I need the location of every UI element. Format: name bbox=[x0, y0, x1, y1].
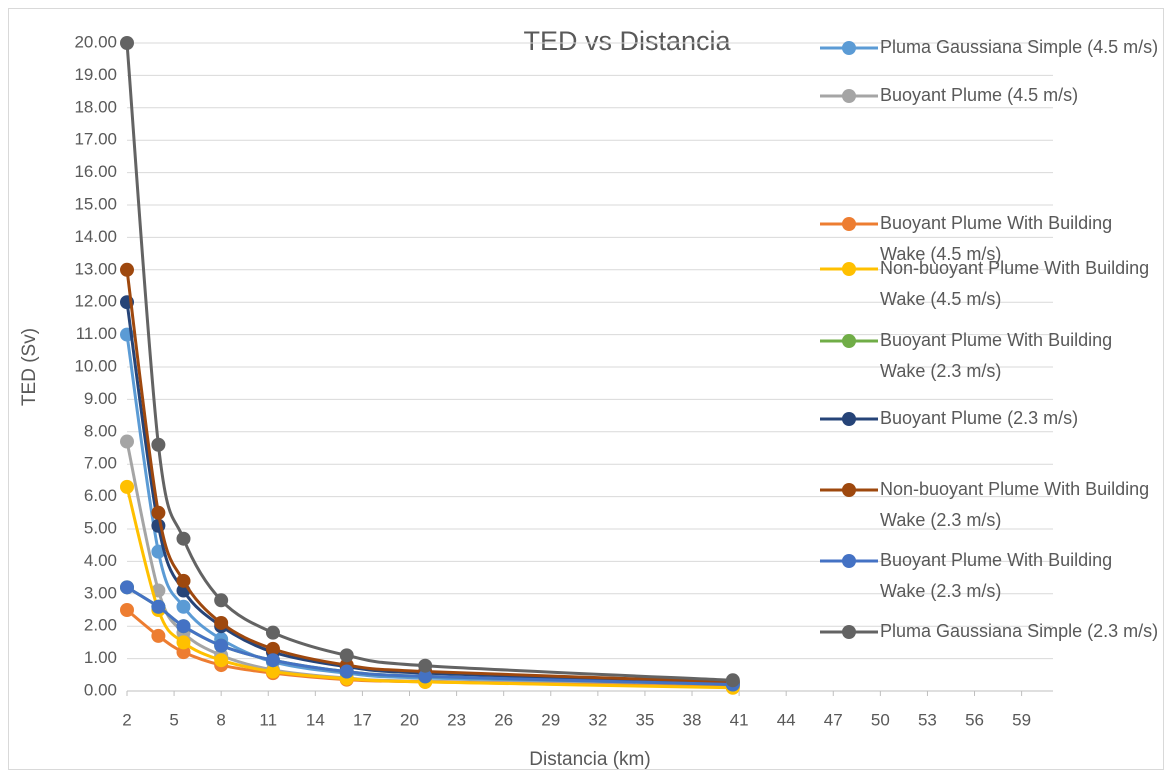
x-tick-label: 23 bbox=[447, 710, 466, 729]
x-tick-label: 35 bbox=[635, 710, 654, 729]
x-tick-label: 44 bbox=[777, 710, 796, 729]
x-tick-label: 56 bbox=[965, 710, 984, 729]
y-tick-label: 14.00 bbox=[74, 227, 117, 246]
marker bbox=[265, 625, 280, 640]
y-tick-label: 9.00 bbox=[84, 389, 117, 408]
marker bbox=[418, 669, 433, 684]
y-tick-label: 16.00 bbox=[74, 162, 117, 181]
x-tick-label: 59 bbox=[1012, 710, 1031, 729]
marker bbox=[214, 593, 229, 608]
legend-label: Non-buoyant Plume With Building Wake (4.… bbox=[880, 258, 1150, 309]
legend-label: Non-buoyant Plume With Building Wake (2.… bbox=[880, 479, 1150, 530]
y-tick-label: 6.00 bbox=[84, 486, 117, 505]
x-tick-label: 5 bbox=[169, 710, 178, 729]
x-tick-label: 53 bbox=[918, 710, 937, 729]
legend-label: Pluma Gaussiana Simple (4.5 m/s) bbox=[880, 37, 1159, 57]
marker bbox=[176, 599, 191, 614]
legend-label: Buoyant Plume (4.5 m/s) bbox=[880, 85, 1079, 105]
series-line bbox=[125, 42, 733, 682]
legend-marker bbox=[842, 412, 856, 426]
x-tick-label: 20 bbox=[400, 710, 419, 729]
marker bbox=[176, 531, 191, 546]
marker bbox=[176, 645, 191, 660]
x-tick-label: 11 bbox=[259, 710, 277, 729]
y-tick-label: 2.00 bbox=[84, 616, 117, 635]
x-tick-label: 47 bbox=[824, 710, 843, 729]
x-tick-label: 26 bbox=[494, 710, 513, 729]
x-tick-label: 41 bbox=[730, 710, 749, 729]
marker bbox=[120, 434, 134, 449]
marker bbox=[120, 580, 134, 595]
marker bbox=[339, 664, 354, 679]
legend-marker bbox=[842, 217, 856, 231]
marker bbox=[725, 673, 740, 688]
marker bbox=[214, 638, 229, 653]
marker bbox=[265, 664, 280, 679]
marker bbox=[151, 599, 166, 614]
y-tick-label: 11.00 bbox=[76, 324, 117, 343]
marker bbox=[151, 437, 166, 452]
y-axis-label: TED (Sv) bbox=[19, 328, 40, 406]
legend-marker bbox=[842, 625, 856, 639]
legend-marker bbox=[842, 262, 856, 276]
x-tick-label: 50 bbox=[871, 710, 890, 729]
y-tick-label: 0.00 bbox=[84, 680, 117, 699]
legend-marker bbox=[842, 554, 856, 568]
y-tick-label: 13.00 bbox=[74, 259, 117, 278]
marker bbox=[120, 479, 134, 494]
y-tick-label: 17.00 bbox=[74, 130, 117, 149]
x-tick-label: 38 bbox=[683, 710, 702, 729]
y-tick-label: 8.00 bbox=[84, 421, 117, 440]
y-tick-label: 3.00 bbox=[84, 583, 117, 602]
marker bbox=[151, 628, 166, 643]
x-tick-label: 17 bbox=[353, 710, 372, 729]
series-line bbox=[125, 269, 733, 684]
marker bbox=[214, 653, 229, 668]
marker bbox=[176, 635, 191, 650]
y-tick-label: 18.00 bbox=[74, 97, 117, 116]
marker bbox=[120, 262, 134, 277]
y-tick-label: 5.00 bbox=[84, 518, 117, 537]
legend-marker bbox=[842, 41, 856, 55]
y-tick-label: 20.00 bbox=[74, 32, 117, 51]
legend-label: Buoyant Plume (2.3 m/s) bbox=[880, 408, 1079, 428]
marker bbox=[265, 653, 280, 668]
marker bbox=[339, 648, 354, 663]
legend-label: Buoyant Plume With Building Wake (4.5 m/… bbox=[880, 213, 1113, 264]
y-tick-label: 12.00 bbox=[74, 292, 117, 311]
x-axis-label: Distancia (km) bbox=[529, 749, 650, 770]
legend-marker bbox=[842, 334, 856, 348]
legend-label: Buoyant Plume With Building Wake (2.3 m/… bbox=[880, 550, 1113, 601]
marker bbox=[214, 615, 229, 630]
series-line bbox=[126, 586, 733, 687]
x-tick-label: 29 bbox=[541, 710, 560, 729]
chart-title: TED vs Distancia bbox=[523, 26, 731, 56]
chart-frame bbox=[8, 8, 1164, 770]
y-tick-label: 7.00 bbox=[84, 454, 117, 473]
y-tick-label: 1.00 bbox=[84, 648, 117, 667]
y-tick-label: 19.00 bbox=[74, 65, 117, 84]
legend-marker bbox=[842, 89, 856, 103]
x-tick-label: 14 bbox=[306, 710, 325, 729]
marker bbox=[120, 36, 134, 50]
marker bbox=[176, 619, 191, 634]
legend-label: Pluma Gaussiana Simple (2.3 m/s) bbox=[880, 621, 1159, 641]
marker bbox=[176, 573, 191, 588]
x-tick-label: 8 bbox=[216, 710, 225, 729]
legend-marker bbox=[842, 483, 856, 497]
x-tick-label: 32 bbox=[588, 710, 607, 729]
legend-label: Buoyant Plume With Building Wake (2.3 m/… bbox=[880, 330, 1113, 381]
marker bbox=[120, 603, 134, 617]
y-tick-label: 4.00 bbox=[84, 551, 117, 570]
marker bbox=[151, 505, 166, 520]
x-tick-label: 2 bbox=[122, 710, 131, 729]
y-tick-label: 15.00 bbox=[74, 194, 117, 213]
y-tick-label: 10.00 bbox=[74, 356, 117, 375]
marker bbox=[265, 641, 280, 656]
marker bbox=[418, 658, 433, 673]
